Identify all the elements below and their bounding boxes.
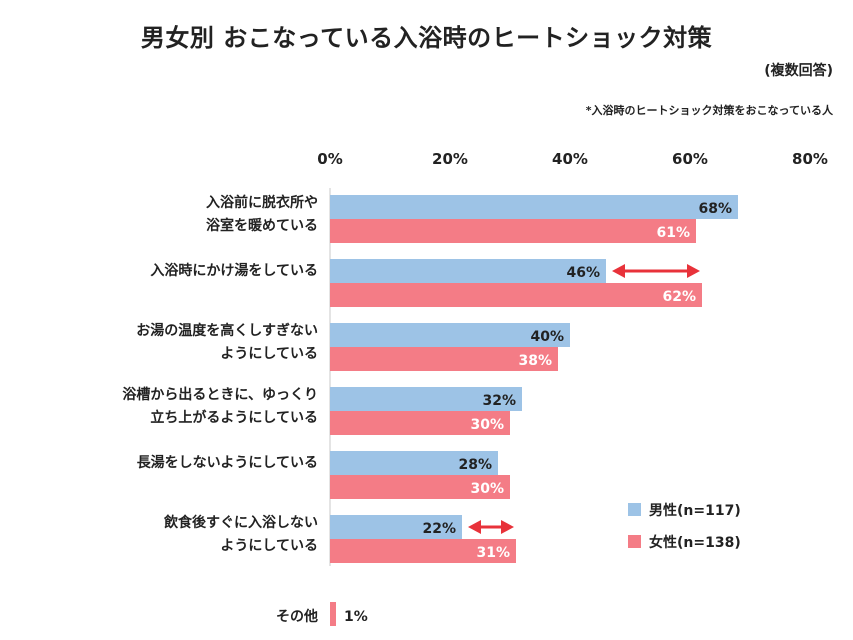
data-label-female: 30% bbox=[470, 417, 504, 433]
data-label-female: 31% bbox=[476, 545, 510, 561]
category-label: 入浴前に脱衣所や bbox=[206, 194, 318, 211]
other-label: その他 bbox=[276, 608, 318, 625]
x-tick-label: 20% bbox=[432, 150, 468, 168]
data-label-female: 38% bbox=[518, 353, 552, 369]
x-tick-label: 80% bbox=[792, 150, 828, 168]
bar-male bbox=[330, 387, 522, 411]
data-label-male: 46% bbox=[566, 265, 600, 281]
bar-male bbox=[330, 195, 738, 219]
data-label-female: 30% bbox=[470, 481, 504, 497]
bar-male bbox=[330, 515, 462, 539]
category-label: 入浴時にかけ湯をしている bbox=[150, 262, 318, 279]
chart-title: 男女別 おこなっている入浴時のヒートショック対策 bbox=[140, 24, 713, 52]
category-label: 飲食後すぐに入浴しない bbox=[163, 514, 318, 531]
legend-swatch-male bbox=[628, 503, 641, 516]
bar-other bbox=[330, 602, 336, 626]
data-label-female: 62% bbox=[662, 289, 696, 305]
x-tick-label: 40% bbox=[552, 150, 588, 168]
arrow-head-left bbox=[468, 520, 481, 534]
bar-female bbox=[330, 347, 558, 371]
bar-male bbox=[330, 323, 570, 347]
arrow-head-right bbox=[687, 264, 700, 278]
data-label-male: 22% bbox=[422, 521, 456, 537]
bar-female bbox=[330, 283, 702, 307]
category-label: 浴槽から出るときに、ゆっくり bbox=[122, 386, 318, 403]
arrow-head-right bbox=[501, 520, 514, 534]
bar-male bbox=[330, 451, 498, 475]
data-label-male: 40% bbox=[530, 329, 564, 345]
data-label-male: 28% bbox=[458, 457, 492, 473]
category-label: 立ち上がるようにしている bbox=[150, 409, 318, 426]
chart-note: *入浴時のヒートショック対策をおこなっている人 bbox=[585, 104, 833, 117]
data-label-male: 32% bbox=[482, 393, 516, 409]
arrow-head-left bbox=[612, 264, 625, 278]
bar-female bbox=[330, 475, 510, 499]
data-label-other: 1% bbox=[344, 609, 368, 625]
category-label: ようにしている bbox=[220, 346, 318, 362]
chart-subtitle: (複数回答) bbox=[764, 63, 833, 79]
x-tick-label: 60% bbox=[672, 150, 708, 168]
bar-male bbox=[330, 259, 606, 283]
data-label-female: 61% bbox=[656, 225, 690, 241]
bar-female bbox=[330, 539, 516, 563]
category-label: ようにしている bbox=[220, 538, 318, 554]
x-tick-label: 0% bbox=[317, 150, 342, 168]
legend-swatch-female bbox=[628, 535, 641, 548]
bar-female bbox=[330, 219, 696, 243]
legend-label-male: 男性(n=117) bbox=[649, 502, 741, 519]
category-label: 浴室を暖めている bbox=[206, 217, 318, 234]
bar-female bbox=[330, 411, 510, 435]
legend-label-female: 女性(n=138) bbox=[649, 534, 741, 551]
category-label: お湯の温度を高くしすぎない bbox=[136, 322, 318, 339]
category-label: 長湯をしないようにしている bbox=[137, 454, 318, 471]
data-label-male: 68% bbox=[698, 201, 732, 217]
